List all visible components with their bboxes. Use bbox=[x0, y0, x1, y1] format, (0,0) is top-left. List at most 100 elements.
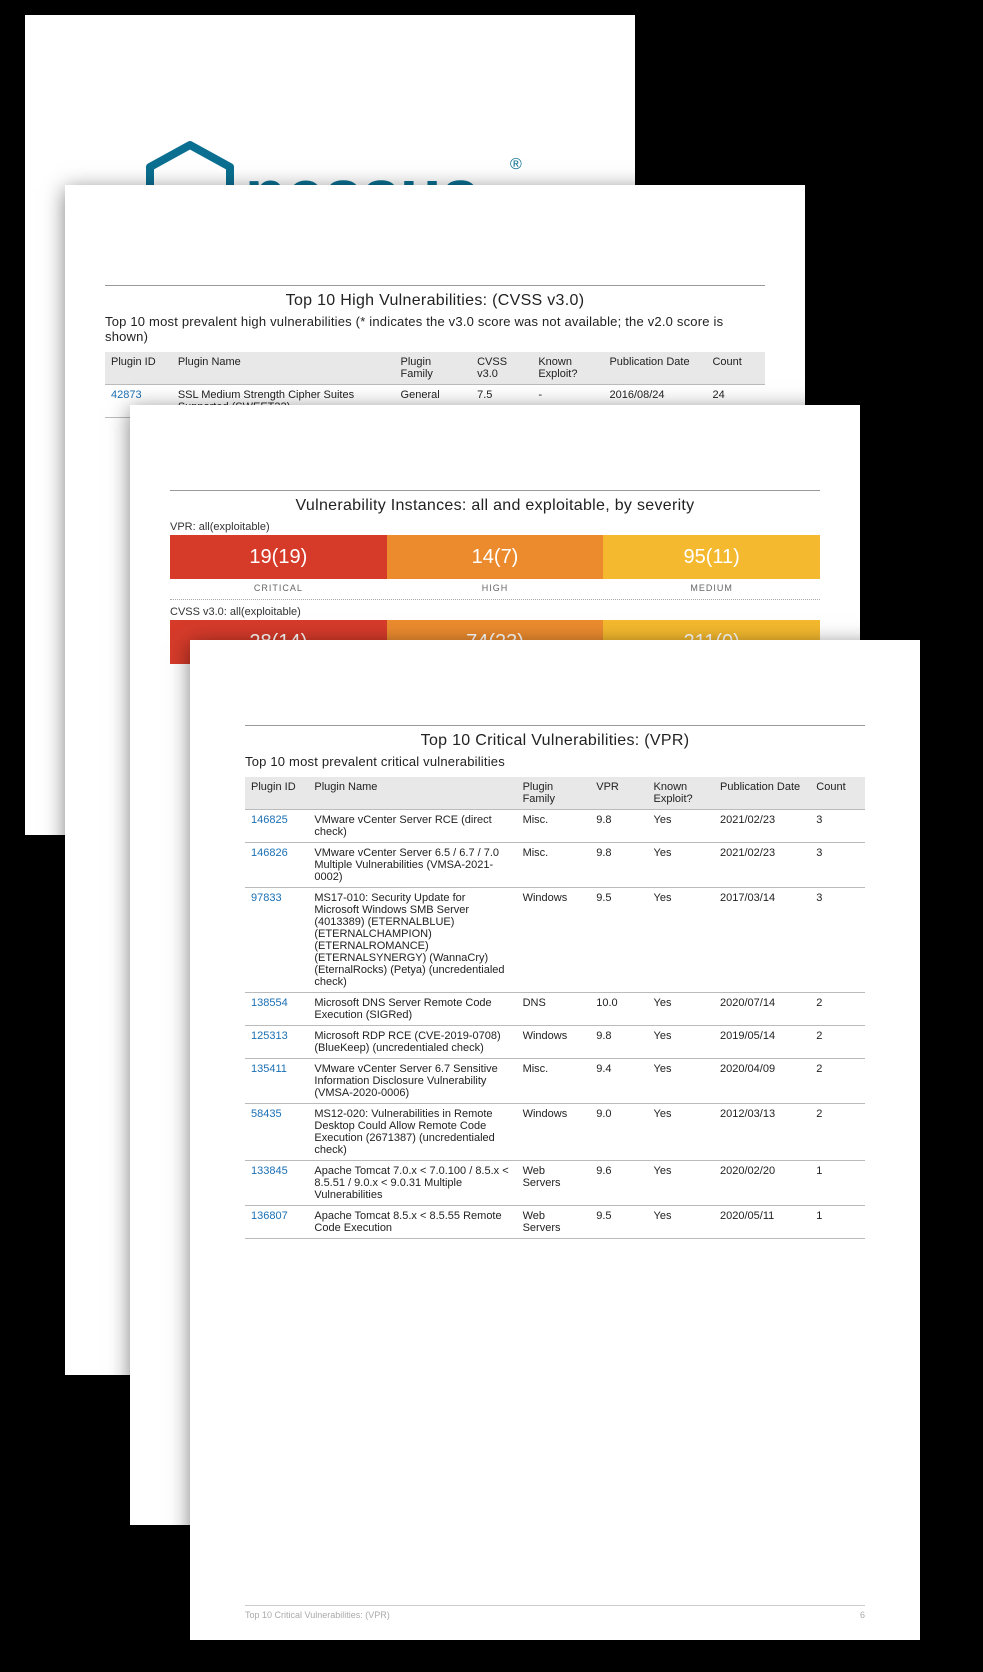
cell-score: 9.8 bbox=[590, 810, 647, 843]
cell-count: 3 bbox=[810, 843, 865, 888]
cell-plugin-id[interactable]: 133845 bbox=[245, 1161, 308, 1206]
cell-count: 2 bbox=[810, 993, 865, 1026]
cell-exploit: Yes bbox=[648, 1026, 715, 1059]
cell-plugin-id[interactable]: 146825 bbox=[245, 810, 308, 843]
severity-captions: CRITICALHIGHMEDIUM bbox=[170, 579, 820, 599]
cell-plugin-name: Apache Tomcat 8.5.x < 8.5.55 Remote Code… bbox=[308, 1206, 516, 1239]
page2-subtitle: Top 10 most prevalent high vulnerabiliti… bbox=[105, 314, 765, 344]
table-row: 138554Microsoft DNS Server Remote Code E… bbox=[245, 993, 865, 1026]
cell-count: 2 bbox=[810, 1104, 865, 1161]
cell-date: 2019/05/14 bbox=[714, 1026, 810, 1059]
col-count: Count bbox=[810, 777, 865, 810]
cell-exploit: Yes bbox=[648, 1161, 715, 1206]
cell-plugin-family: Misc. bbox=[517, 1059, 591, 1104]
cell-plugin-name: VMware vCenter Server 6.5 / 6.7 / 7.0 Mu… bbox=[308, 843, 516, 888]
col-score: CVSS v3.0 bbox=[471, 352, 532, 385]
col-count: Count bbox=[706, 352, 765, 385]
cell-plugin-id[interactable]: 135411 bbox=[245, 1059, 308, 1104]
cell-plugin-name: Apache Tomcat 7.0.x < 7.0.100 / 8.5.x < … bbox=[308, 1161, 516, 1206]
cell-count: 1 bbox=[810, 1161, 865, 1206]
severity-caption: CRITICAL bbox=[170, 579, 387, 599]
table-row: 97833MS17-010: Security Update for Micro… bbox=[245, 888, 865, 993]
col-exploit: Known Exploit? bbox=[648, 777, 715, 810]
cell-date: 2020/07/14 bbox=[714, 993, 810, 1026]
page3-title: Vulnerability Instances: all and exploit… bbox=[170, 497, 820, 515]
table-row: 58435MS12-020: Vulnerabilities in Remote… bbox=[245, 1104, 865, 1161]
cell-date: 2021/02/23 bbox=[714, 843, 810, 888]
cell-count: 2 bbox=[810, 1026, 865, 1059]
cell-plugin-name: MS17-010: Security Update for Microsoft … bbox=[308, 888, 516, 993]
cell-plugin-id[interactable]: 138554 bbox=[245, 993, 308, 1026]
page4-title: Top 10 Critical Vulnerabilities: (VPR) bbox=[245, 732, 865, 750]
cell-count: 3 bbox=[810, 888, 865, 993]
critical-vulns-table: Plugin ID Plugin Name Plugin Family VPR … bbox=[245, 777, 865, 1239]
cell-score: 9.6 bbox=[590, 1161, 647, 1206]
cell-date: 2020/05/11 bbox=[714, 1206, 810, 1239]
cell-plugin-name: VMware vCenter Server RCE (direct check) bbox=[308, 810, 516, 843]
cell-plugin-family: Web Servers bbox=[517, 1206, 591, 1239]
cell-date: 2020/04/09 bbox=[714, 1059, 810, 1104]
severity-caption: MEDIUM bbox=[603, 579, 820, 599]
severity-segment: 14(7) bbox=[387, 535, 604, 579]
cell-plugin-id[interactable]: 58435 bbox=[245, 1104, 308, 1161]
severity-series-label: VPR: all(exploitable) bbox=[170, 521, 820, 533]
cell-date: 2017/03/14 bbox=[714, 888, 810, 993]
cell-count: 2 bbox=[810, 1059, 865, 1104]
cell-plugin-family: Windows bbox=[517, 1026, 591, 1059]
severity-bar: 19(19)14(7)95(11) bbox=[170, 535, 820, 579]
cell-plugin-id[interactable]: 97833 bbox=[245, 888, 308, 993]
table-row: 135411VMware vCenter Server 6.7 Sensitiv… bbox=[245, 1059, 865, 1104]
cell-plugin-family: Web Servers bbox=[517, 1161, 591, 1206]
table-row: 146825VMware vCenter Server RCE (direct … bbox=[245, 810, 865, 843]
cell-exploit: Yes bbox=[648, 1206, 715, 1239]
cell-plugin-name: Microsoft DNS Server Remote Code Executi… bbox=[308, 993, 516, 1026]
footer-page-number: 6 bbox=[860, 1610, 865, 1620]
col-plugin-id: Plugin ID bbox=[245, 777, 308, 810]
page-footer: Top 10 Critical Vulnerabilities: (VPR) 6 bbox=[245, 1605, 865, 1620]
cell-exploit: Yes bbox=[648, 888, 715, 993]
col-plugin-family: Plugin Family bbox=[395, 352, 472, 385]
cell-plugin-family: Windows bbox=[517, 888, 591, 993]
cell-date: 2012/03/13 bbox=[714, 1104, 810, 1161]
page4-subtitle: Top 10 most prevalent critical vulnerabi… bbox=[245, 754, 865, 769]
cell-plugin-id[interactable]: 125313 bbox=[245, 1026, 308, 1059]
cell-date: 2021/02/23 bbox=[714, 810, 810, 843]
col-score: VPR bbox=[590, 777, 647, 810]
cell-score: 9.8 bbox=[590, 1026, 647, 1059]
cell-count: 1 bbox=[810, 1206, 865, 1239]
severity-segment: 95(11) bbox=[603, 535, 820, 579]
cell-exploit: Yes bbox=[648, 810, 715, 843]
col-plugin-name: Plugin Name bbox=[308, 777, 516, 810]
cell-exploit: Yes bbox=[648, 843, 715, 888]
col-date: Publication Date bbox=[603, 352, 706, 385]
cell-plugin-family: Windows bbox=[517, 1104, 591, 1161]
col-date: Publication Date bbox=[714, 777, 810, 810]
cell-plugin-family: Misc. bbox=[517, 843, 591, 888]
col-plugin-family: Plugin Family bbox=[517, 777, 591, 810]
cell-exploit: Yes bbox=[648, 1104, 715, 1161]
svg-text:®: ® bbox=[510, 156, 522, 173]
table-row: 125313Microsoft RDP RCE (CVE-2019-0708) … bbox=[245, 1026, 865, 1059]
cell-exploit: Yes bbox=[648, 993, 715, 1026]
cell-plugin-family: Misc. bbox=[517, 810, 591, 843]
cell-score: 9.4 bbox=[590, 1059, 647, 1104]
cell-score: 9.5 bbox=[590, 1206, 647, 1239]
cell-plugin-id[interactable]: 136807 bbox=[245, 1206, 308, 1239]
col-plugin-name: Plugin Name bbox=[172, 352, 395, 385]
table-row: 136807Apache Tomcat 8.5.x < 8.5.55 Remot… bbox=[245, 1206, 865, 1239]
footer-left: Top 10 Critical Vulnerabilities: (VPR) bbox=[245, 1610, 390, 1620]
col-plugin-id: Plugin ID bbox=[105, 352, 172, 385]
table-row: 146826VMware vCenter Server 6.5 / 6.7 / … bbox=[245, 843, 865, 888]
cell-plugin-name: MS12-020: Vulnerabilities in Remote Desk… bbox=[308, 1104, 516, 1161]
table-row: 133845Apache Tomcat 7.0.x < 7.0.100 / 8.… bbox=[245, 1161, 865, 1206]
col-exploit: Known Exploit? bbox=[532, 352, 603, 385]
report-page-critical-vulns: Top 10 Critical Vulnerabilities: (VPR) T… bbox=[190, 640, 920, 1640]
cell-plugin-name: Microsoft RDP RCE (CVE-2019-0708) (BlueK… bbox=[308, 1026, 516, 1059]
severity-series-label: CVSS v3.0: all(exploitable) bbox=[170, 606, 820, 618]
cell-plugin-id[interactable]: 146826 bbox=[245, 843, 308, 888]
cell-exploit: Yes bbox=[648, 1059, 715, 1104]
page2-title: Top 10 High Vulnerabilities: (CVSS v3.0) bbox=[105, 292, 765, 310]
cell-score: 10.0 bbox=[590, 993, 647, 1026]
cell-count: 3 bbox=[810, 810, 865, 843]
severity-caption: HIGH bbox=[387, 579, 604, 599]
